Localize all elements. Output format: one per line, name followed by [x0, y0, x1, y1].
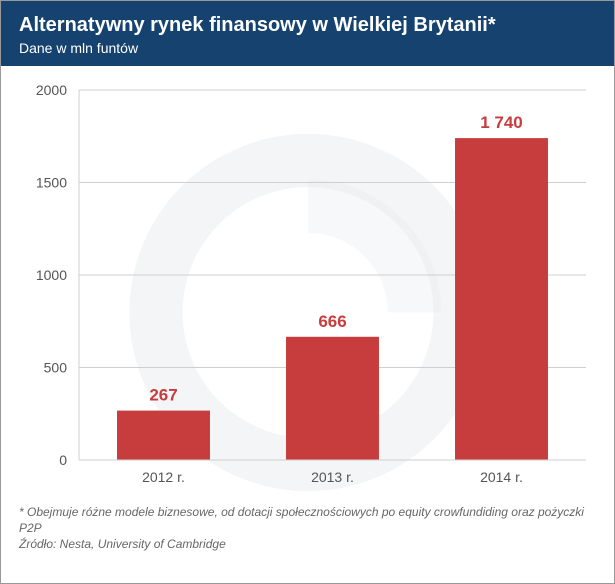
- chart-plot-area: 0 500 1000 1500 2000 267 2012 r. 666 2013 r. 1 74…: [1, 66, 614, 496]
- bar-value-label: 666: [318, 312, 346, 331]
- y-tick-label: 1000: [36, 267, 67, 283]
- y-tick-label: 1500: [36, 175, 67, 191]
- y-tick-label: 500: [44, 360, 68, 376]
- y-tick-label: 0: [59, 452, 67, 468]
- bar: [286, 337, 379, 460]
- chart-subtitle: Dane w mln funtów: [19, 40, 596, 56]
- bar-chart-svg: 0 500 1000 1500 2000 267 2012 r. 666 2013 r. 1 74…: [1, 66, 615, 496]
- chart-footer: * Obejmuje różne modele biznesowe, od do…: [1, 496, 614, 565]
- bar-value-label: 1 740: [480, 113, 523, 132]
- x-tick-label: 2013 r.: [311, 469, 354, 485]
- bar: [455, 138, 548, 460]
- chart-title: Alternatywny rynek finansowy w Wielkiej …: [19, 13, 596, 38]
- chart-card: Alternatywny rynek finansowy w Wielkiej …: [0, 0, 615, 584]
- footnote-text: * Obejmuje różne modele biznesowe, od do…: [19, 504, 596, 536]
- source-text: Źródło: Nesta, University of Cambridge: [19, 536, 596, 552]
- chart-header: Alternatywny rynek finansowy w Wielkiej …: [1, 1, 614, 66]
- bar: [117, 411, 210, 460]
- y-tick-label: 2000: [36, 82, 67, 98]
- bar-value-label: 267: [149, 386, 177, 405]
- x-tick-label: 2014 r.: [480, 469, 523, 485]
- x-tick-label: 2012 r.: [142, 469, 185, 485]
